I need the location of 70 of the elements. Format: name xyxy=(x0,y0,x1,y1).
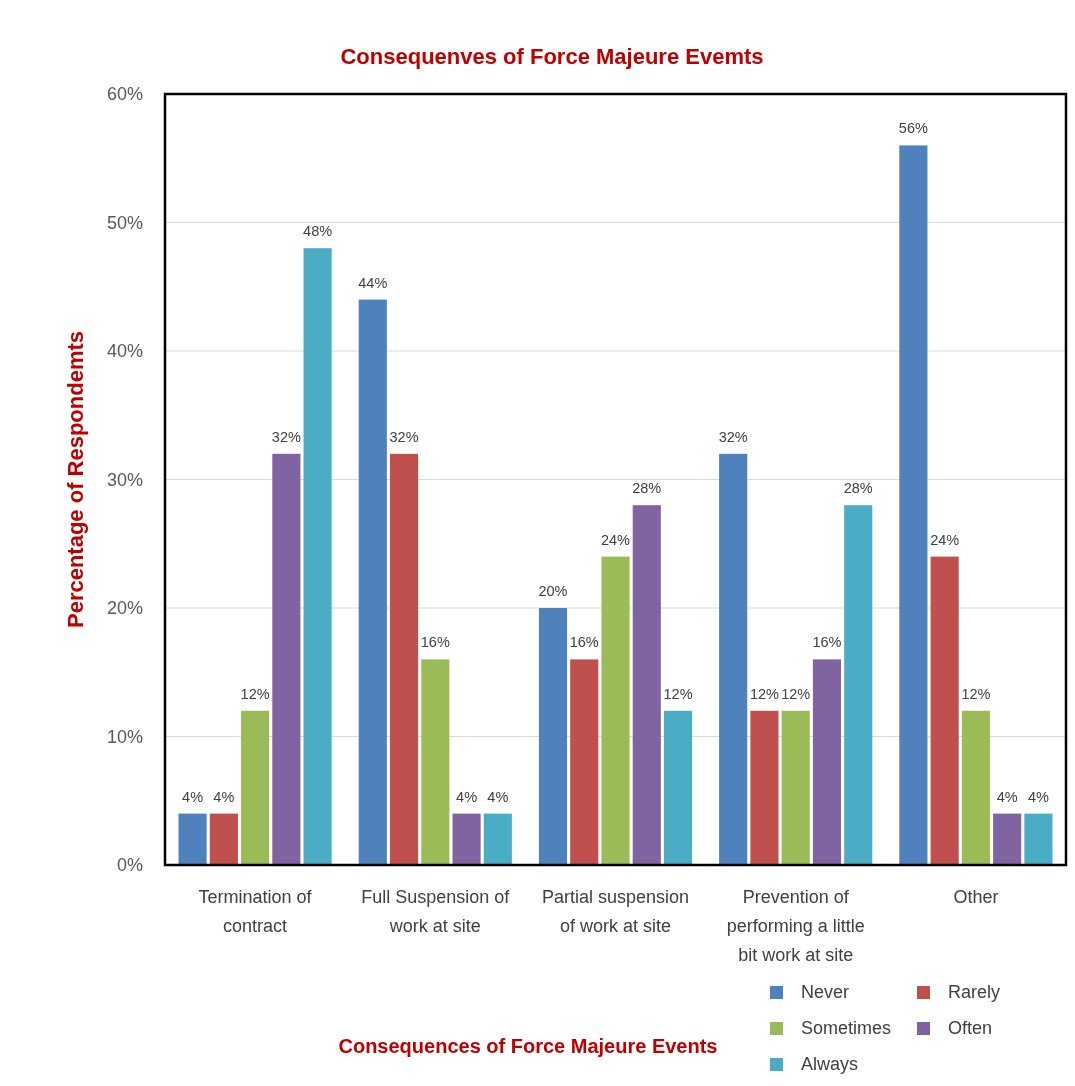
data-label: 32% xyxy=(718,428,748,445)
data-label: 16% xyxy=(569,634,599,651)
chart-title: Consequenves of Force Majeure Evemts xyxy=(340,44,764,69)
bar xyxy=(1024,813,1053,865)
data-label: 4% xyxy=(456,788,478,805)
y-tick-label: 20% xyxy=(106,598,143,618)
data-label: 24% xyxy=(930,531,960,548)
bar xyxy=(570,659,599,865)
bar xyxy=(961,710,990,865)
bar xyxy=(272,453,301,865)
bar xyxy=(483,813,512,865)
x-tick-label: Partial suspension of work at site xyxy=(541,887,690,936)
bar xyxy=(781,710,810,865)
y-tick-label: 50% xyxy=(106,212,143,233)
bar xyxy=(899,145,928,865)
data-label: 16% xyxy=(812,634,842,651)
bar xyxy=(719,453,748,865)
data-label: 16% xyxy=(420,634,450,651)
legend-label: Never xyxy=(801,982,850,1002)
legend-label: Often xyxy=(948,1018,993,1038)
bar xyxy=(303,248,332,865)
data-label: 48% xyxy=(303,223,333,240)
y-tick-label: 40% xyxy=(106,341,143,361)
x-axis-title: Consequences of Force Majeure Events xyxy=(338,1035,718,1057)
data-label: 44% xyxy=(358,274,388,291)
bar xyxy=(452,813,481,865)
bar xyxy=(389,453,419,865)
y-tick-label: 0% xyxy=(116,855,143,875)
data-label: 32% xyxy=(389,428,419,445)
data-label: 4% xyxy=(182,788,204,805)
bar xyxy=(358,299,387,865)
bar xyxy=(663,710,693,865)
bar xyxy=(209,813,238,865)
bar xyxy=(632,505,661,865)
x-tick-label: Termination of contract xyxy=(198,887,313,936)
data-label: 12% xyxy=(240,685,270,702)
y-tick-label: 10% xyxy=(106,726,143,747)
bar xyxy=(812,659,842,865)
bar xyxy=(178,813,207,865)
data-label: 4% xyxy=(213,788,235,805)
data-label: 28% xyxy=(843,480,873,497)
data-label: 12% xyxy=(749,685,780,702)
data-label: 12% xyxy=(663,685,693,702)
legend-label: Rarely xyxy=(948,982,1001,1002)
data-label: 32% xyxy=(271,428,301,445)
data-label: 20% xyxy=(538,583,568,599)
x-tick-label: Full Suspension of work at site xyxy=(361,887,511,936)
data-label: 4% xyxy=(1027,788,1049,805)
data-label: 56% xyxy=(898,120,928,137)
y-tick-label: 60% xyxy=(106,84,143,104)
data-label: 28% xyxy=(632,480,662,497)
bar xyxy=(241,710,270,865)
bar xyxy=(930,556,959,865)
y-tick-label: 30% xyxy=(106,469,143,490)
bar xyxy=(421,659,450,865)
y-axis-title: Percentage of Respondemts xyxy=(63,330,88,629)
bar xyxy=(538,608,568,865)
x-tick-label: Other xyxy=(953,887,999,907)
legend-label: Sometimes xyxy=(801,1018,892,1038)
x-tick-label: Prevention of performing a little bit work at site xyxy=(726,887,865,965)
bar xyxy=(601,556,630,865)
data-label: 4% xyxy=(487,788,509,805)
data-label: 12% xyxy=(781,685,811,702)
legend-label: Always xyxy=(801,1054,859,1074)
bar xyxy=(844,505,873,865)
bar xyxy=(993,813,1022,865)
data-label: 4% xyxy=(996,788,1018,805)
data-label: 12% xyxy=(961,685,991,702)
data-label: 24% xyxy=(600,531,631,548)
bar xyxy=(750,710,779,865)
